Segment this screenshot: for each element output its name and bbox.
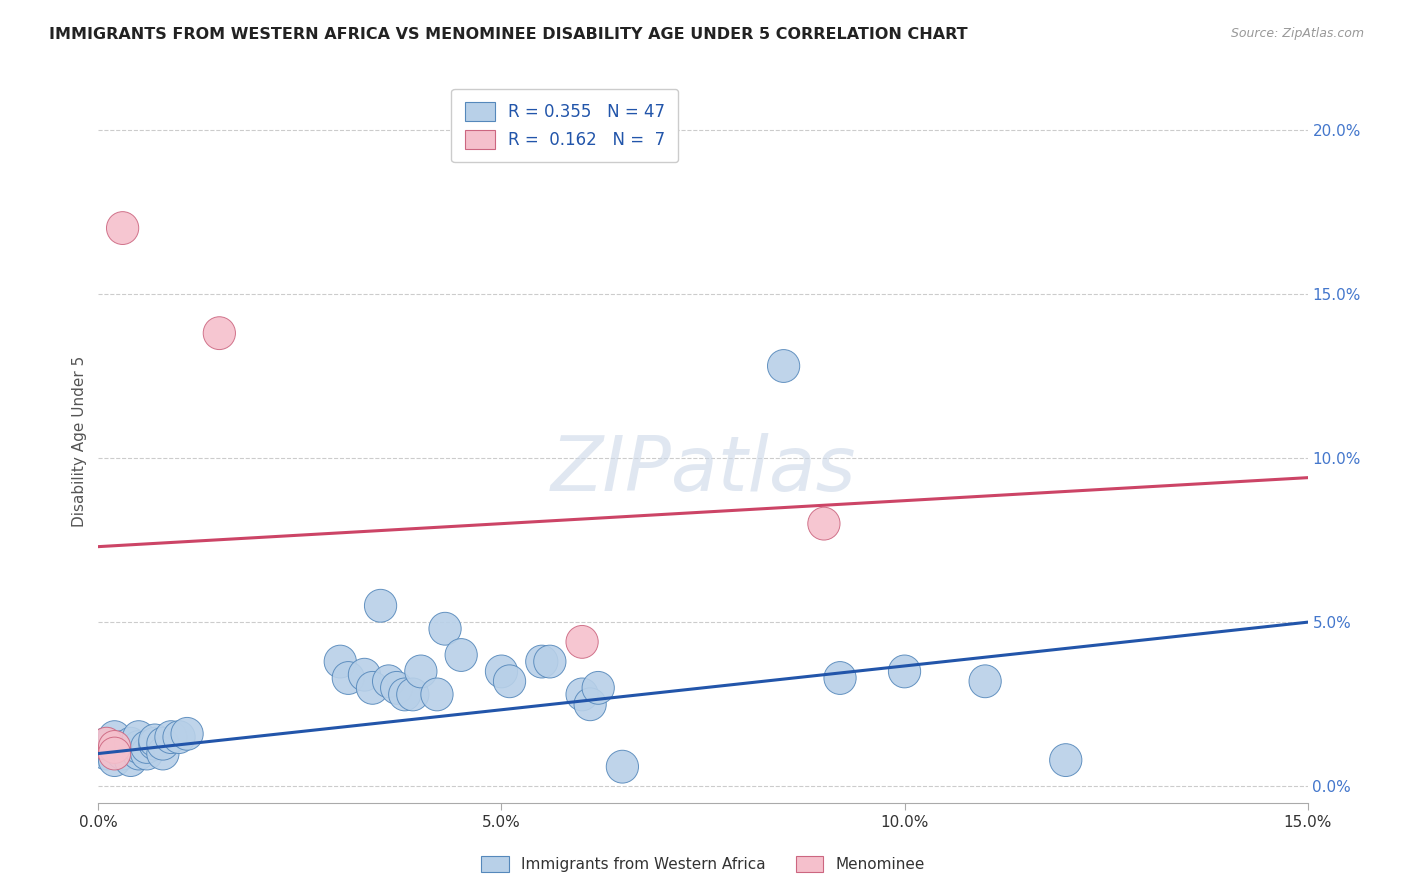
Ellipse shape xyxy=(131,737,163,770)
Ellipse shape xyxy=(107,731,139,764)
Ellipse shape xyxy=(122,731,155,764)
Ellipse shape xyxy=(567,678,598,711)
Y-axis label: Disability Age Under 5: Disability Age Under 5 xyxy=(72,356,87,527)
Ellipse shape xyxy=(969,665,1001,698)
Ellipse shape xyxy=(332,662,364,694)
Text: ZIPatlas: ZIPatlas xyxy=(550,434,856,508)
Ellipse shape xyxy=(98,731,131,764)
Ellipse shape xyxy=(204,317,235,350)
Ellipse shape xyxy=(139,724,172,756)
Ellipse shape xyxy=(98,721,131,754)
Ellipse shape xyxy=(98,737,131,770)
Ellipse shape xyxy=(325,645,356,678)
Ellipse shape xyxy=(574,688,606,721)
Ellipse shape xyxy=(163,721,195,754)
Ellipse shape xyxy=(526,645,558,678)
Ellipse shape xyxy=(107,211,139,244)
Ellipse shape xyxy=(146,737,179,770)
Ellipse shape xyxy=(889,655,921,688)
Ellipse shape xyxy=(146,727,179,760)
Ellipse shape xyxy=(808,508,839,540)
Ellipse shape xyxy=(90,727,122,760)
Ellipse shape xyxy=(405,655,437,688)
Ellipse shape xyxy=(606,750,638,783)
Text: Source: ZipAtlas.com: Source: ZipAtlas.com xyxy=(1230,27,1364,40)
Ellipse shape xyxy=(494,665,526,698)
Ellipse shape xyxy=(446,639,477,672)
Text: IMMIGRANTS FROM WESTERN AFRICA VS MENOMINEE DISABILITY AGE UNDER 5 CORRELATION C: IMMIGRANTS FROM WESTERN AFRICA VS MENOMI… xyxy=(49,27,967,42)
Ellipse shape xyxy=(364,590,396,623)
Ellipse shape xyxy=(90,727,122,760)
Ellipse shape xyxy=(420,678,453,711)
Ellipse shape xyxy=(107,737,139,770)
Ellipse shape xyxy=(98,731,131,764)
Ellipse shape xyxy=(485,655,517,688)
Ellipse shape xyxy=(1050,744,1081,777)
Ellipse shape xyxy=(98,744,131,777)
Ellipse shape xyxy=(356,672,388,705)
Ellipse shape xyxy=(381,672,413,705)
Ellipse shape xyxy=(122,737,155,770)
Ellipse shape xyxy=(349,658,381,691)
Ellipse shape xyxy=(429,612,461,645)
Ellipse shape xyxy=(131,731,163,764)
Ellipse shape xyxy=(582,672,614,705)
Ellipse shape xyxy=(824,662,856,694)
Ellipse shape xyxy=(567,625,598,658)
Legend: Immigrants from Western Africa, Menominee: Immigrants from Western Africa, Menomine… xyxy=(474,848,932,880)
Ellipse shape xyxy=(172,717,204,750)
Ellipse shape xyxy=(155,721,187,754)
Ellipse shape xyxy=(534,645,567,678)
Ellipse shape xyxy=(396,678,429,711)
Legend: R = 0.355   N = 47, R =  0.162   N =  7: R = 0.355 N = 47, R = 0.162 N = 7 xyxy=(451,88,679,162)
Ellipse shape xyxy=(114,727,146,760)
Ellipse shape xyxy=(90,737,122,770)
Ellipse shape xyxy=(114,744,146,777)
Ellipse shape xyxy=(768,350,800,383)
Ellipse shape xyxy=(139,727,172,760)
Ellipse shape xyxy=(388,678,420,711)
Ellipse shape xyxy=(122,721,155,754)
Ellipse shape xyxy=(373,665,405,698)
